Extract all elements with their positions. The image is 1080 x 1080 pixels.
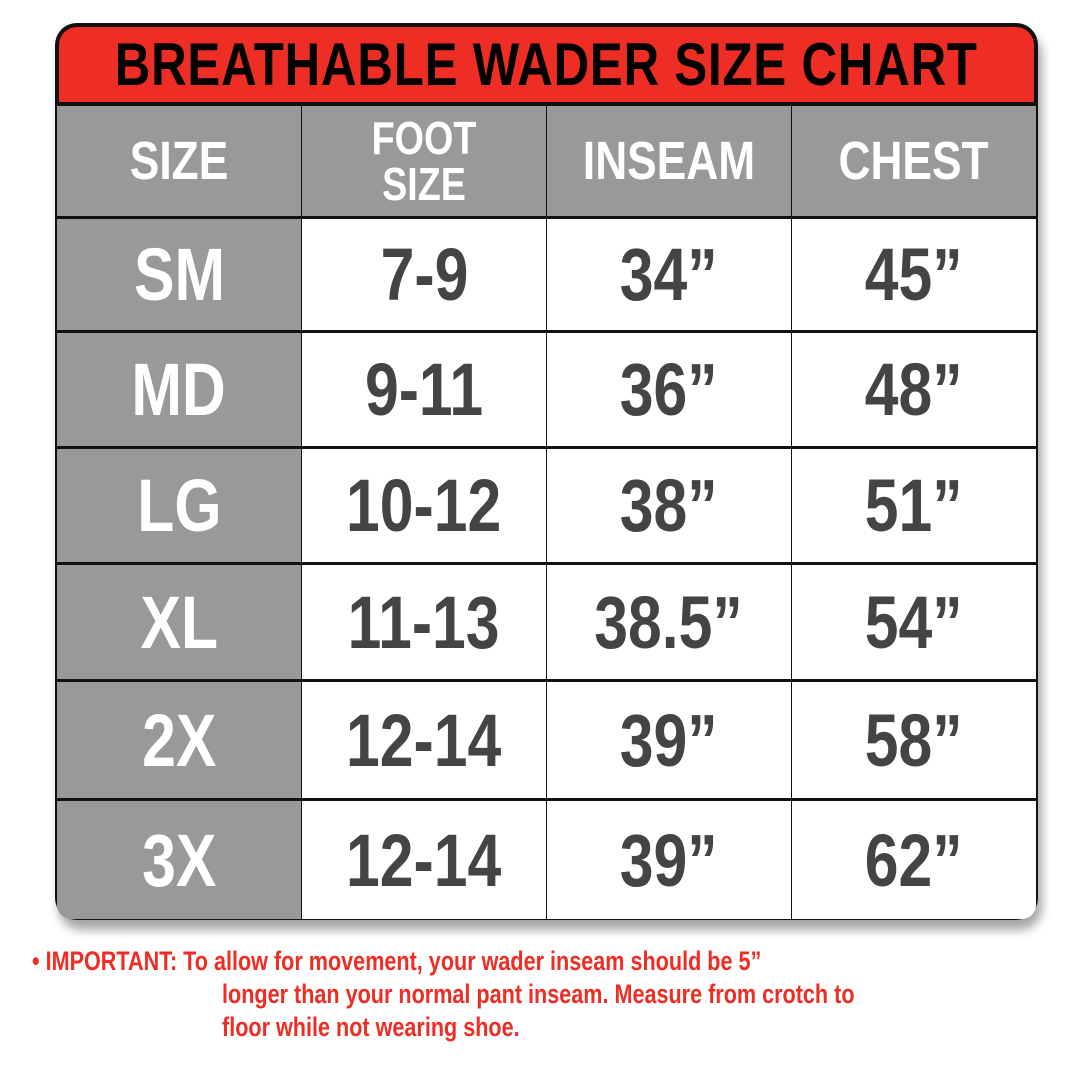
cell-value: 39” [620, 818, 718, 902]
cell-value: 10-12 [346, 464, 502, 547]
size-cell: 3X [57, 801, 301, 919]
size-table: SIZE FOOT SIZE INSEAM CHEST SM 7-9 34” 45” M… [57, 106, 1036, 919]
foot-size-cell: 9-11 [302, 333, 546, 446]
foot-size-cell: 12-14 [302, 682, 546, 798]
foot-size-cell: 7-9 [302, 219, 546, 330]
chest-cell: 58” [792, 682, 1036, 798]
note-line-3: floor while not wearing shoe. [32, 1011, 1013, 1044]
header-chest: CHEST [792, 106, 1036, 216]
cell-value: 45” [865, 233, 963, 316]
important-note: • IMPORTANT: To allow for movement, your… [32, 945, 1013, 1044]
cell-value: 48” [865, 348, 963, 431]
inseam-cell: 39” [547, 801, 791, 919]
cell-value: 54” [865, 580, 963, 664]
foot-size-cell: 10-12 [302, 449, 546, 562]
cell-value: 12-14 [346, 818, 502, 902]
size-cell: MD [57, 333, 301, 446]
size-cell: SM [57, 219, 301, 330]
chart-title-banner: BREATHABLE WADER SIZE CHART [59, 27, 1034, 102]
size-cell: XL [57, 565, 301, 679]
header-label: SIZE [129, 131, 229, 191]
foot-size-cell: 12-14 [302, 801, 546, 919]
inseam-cell: 38.5” [547, 565, 791, 679]
cell-value: 38.5” [594, 580, 744, 664]
cell-value: 62” [865, 818, 963, 902]
inseam-cell: 39” [547, 682, 791, 798]
inseam-cell: 36” [547, 333, 791, 446]
cell-value: 39” [620, 698, 718, 782]
cell-value: 11-13 [348, 580, 500, 664]
cell-value: 3X [141, 818, 217, 902]
cell-value: 7-9 [380, 233, 468, 316]
cell-value: 12-14 [346, 698, 502, 782]
chest-cell: 62” [792, 801, 1036, 919]
cell-value: 36” [620, 348, 718, 431]
cell-value: 9-11 [364, 348, 484, 431]
header-foot-size: FOOT SIZE [302, 106, 546, 216]
cell-value: 51” [865, 464, 963, 547]
cell-value: 2X [141, 698, 217, 782]
cell-value: 38” [620, 464, 718, 547]
note-text: longer than your normal pant inseam. Mea… [222, 979, 855, 1009]
cell-value: LG [136, 464, 222, 547]
note-line-2: longer than your normal pant inseam. Mea… [32, 978, 1013, 1011]
chest-cell: 48” [792, 333, 1036, 446]
cell-value: XL [140, 580, 218, 664]
cell-value: MD [131, 348, 227, 431]
header-size: SIZE [57, 106, 301, 216]
header-inseam: INSEAM [547, 106, 791, 216]
foot-size-cell: 11-13 [302, 565, 546, 679]
chart-title: BREATHABLE WADER SIZE CHART [114, 31, 979, 98]
header-label: INSEAM [582, 131, 756, 191]
inseam-cell: 34” [547, 219, 791, 330]
size-cell: 2X [57, 682, 301, 798]
bullet: • [32, 946, 40, 976]
cell-value: 58” [865, 698, 963, 782]
header-label: FOOT SIZE [371, 112, 477, 210]
note-label: IMPORTANT: [45, 946, 178, 976]
header-label: CHEST [838, 131, 990, 191]
cell-value: 34” [620, 233, 718, 316]
cell-value: SM [133, 233, 225, 316]
size-cell: LG [57, 449, 301, 562]
note-text: To allow for movement, your wader inseam… [183, 946, 762, 976]
note-text: floor while not wearing shoe. [222, 1012, 520, 1042]
chest-cell: 54” [792, 565, 1036, 679]
chest-cell: 51” [792, 449, 1036, 562]
inseam-cell: 38” [547, 449, 791, 562]
chest-cell: 45” [792, 219, 1036, 330]
note-line-1: • IMPORTANT: To allow for movement, your… [32, 945, 1013, 978]
